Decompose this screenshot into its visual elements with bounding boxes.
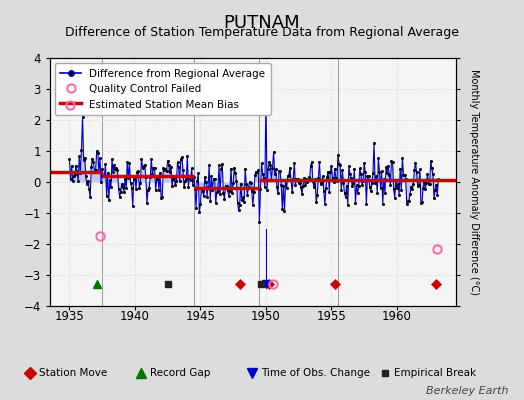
Text: 1950: 1950 — [251, 310, 281, 323]
Text: Station Move: Station Move — [39, 368, 107, 378]
Text: 1945: 1945 — [185, 310, 215, 323]
Text: 1955: 1955 — [316, 310, 346, 323]
Text: PUTNAM: PUTNAM — [224, 14, 300, 32]
Y-axis label: Monthly Temperature Anomaly Difference (°C): Monthly Temperature Anomaly Difference (… — [469, 69, 479, 295]
Text: Time of Obs. Change: Time of Obs. Change — [261, 368, 370, 378]
Text: 1940: 1940 — [120, 310, 150, 323]
Text: 1960: 1960 — [382, 310, 412, 323]
Text: Empirical Break: Empirical Break — [395, 368, 477, 378]
Text: Record Gap: Record Gap — [150, 368, 211, 378]
Legend: Difference from Regional Average, Quality Control Failed, Estimated Station Mean: Difference from Regional Average, Qualit… — [55, 63, 270, 115]
Text: Berkeley Earth: Berkeley Earth — [426, 386, 508, 396]
Text: 1935: 1935 — [54, 310, 84, 323]
Text: Difference of Station Temperature Data from Regional Average: Difference of Station Temperature Data f… — [65, 26, 459, 39]
